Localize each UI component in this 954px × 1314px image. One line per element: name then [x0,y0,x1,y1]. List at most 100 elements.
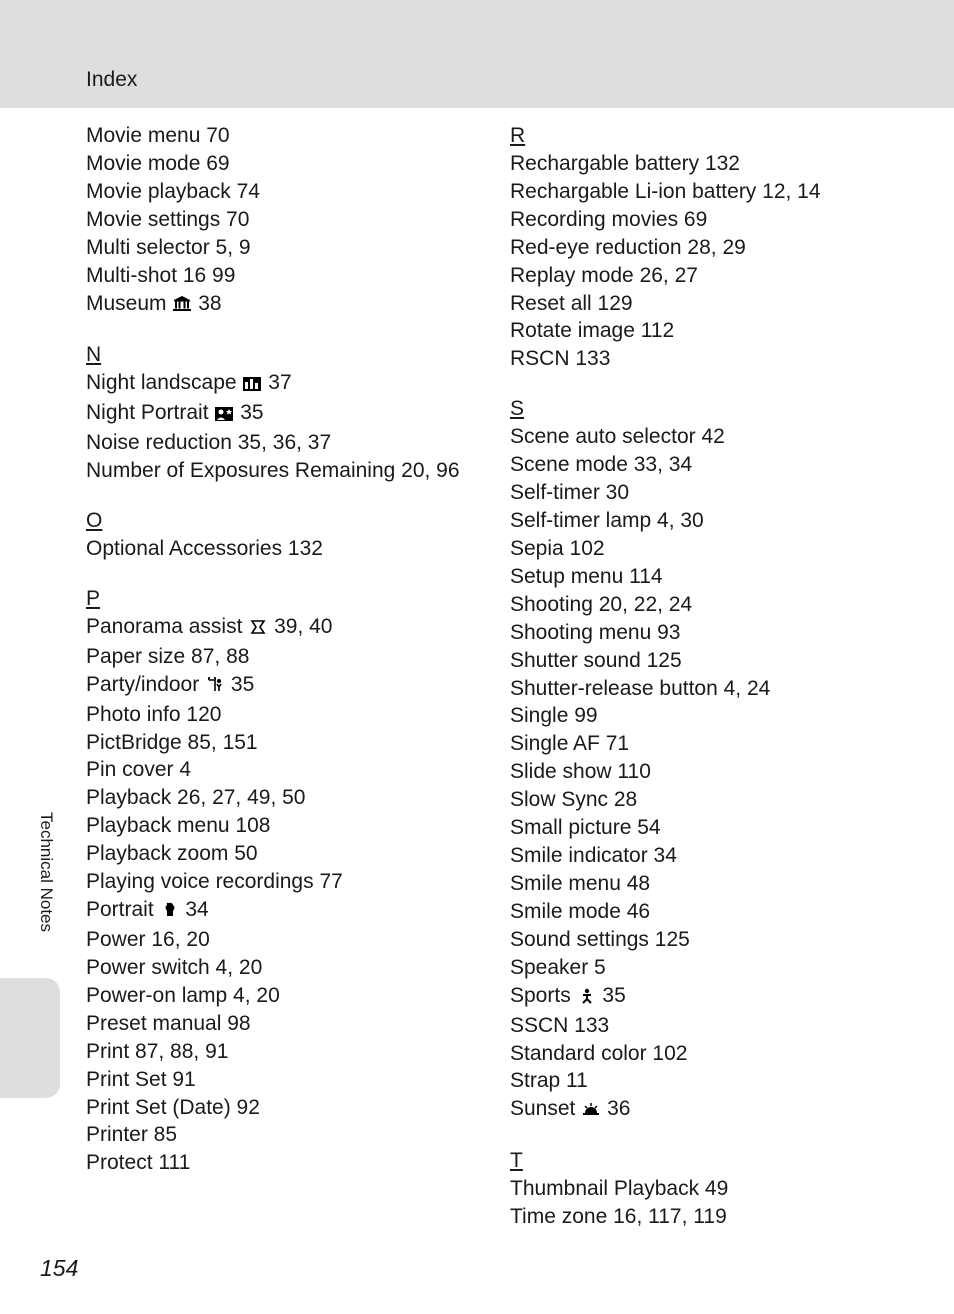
index-entry: Movie settings 70 [86,206,470,234]
index-entry: Smile indicator 34 [510,842,894,870]
section-letter: O [86,507,470,535]
entry-label: Party/indoor [86,673,199,696]
index-entry: Shooting menu 93 [510,619,894,647]
index-entry: Power switch 4, 20 [86,954,470,982]
index-entry: Scene auto selector 42 [510,423,894,451]
index-entry: Night Portrait 35 [86,399,470,429]
index-entry: Print Set (Date) 92 [86,1094,470,1122]
index-entry: Rechargable Li-ion battery 12, 14 [510,178,894,206]
sunset-icon [582,1097,600,1125]
index-entry: Red-eye reduction 28, 29 [510,234,894,262]
index-entry: Standard color 102 [510,1040,894,1068]
index-entry: Rechargable battery 132 [510,150,894,178]
entry-label: Night landscape [86,371,237,394]
index-entry: Self-timer 30 [510,479,894,507]
index-entry: Multi selector 5, 9 [86,234,470,262]
index-entry: Movie mode 69 [86,150,470,178]
section-letter: N [86,341,470,369]
index-entry: Protect 111 [86,1149,470,1177]
index-entry: Thumbnail Playback 49 [510,1175,894,1203]
index-entry: Sepia 102 [510,535,894,563]
content-area: Movie menu 70 Movie mode 69 Movie playba… [0,108,954,1314]
section-letter: P [86,585,470,613]
index-entry: Time zone 16, 117, 119 [510,1203,894,1231]
section-letter: T [510,1147,894,1175]
page-number: 154 [40,1255,78,1282]
index-columns: Movie menu 70 Movie mode 69 Movie playba… [0,108,954,1231]
portrait-icon [161,898,179,926]
index-entry: Panorama assist 39, 40 [86,613,470,643]
index-entry: Sound settings 125 [510,926,894,954]
index-entry: Recording movies 69 [510,206,894,234]
index-entry: Playback menu 108 [86,812,470,840]
index-entry: Reset all 129 [510,290,894,318]
index-entry: Slide show 110 [510,758,894,786]
entry-label: Portrait [86,898,154,921]
night-portrait-icon [215,401,233,429]
party-icon [206,673,224,701]
entry-label: Night Portrait [86,401,209,424]
night-landscape-icon [243,371,261,399]
section-letter: R [510,122,894,150]
index-entry: Scene mode 33, 34 [510,451,894,479]
index-entry: Playback zoom 50 [86,840,470,868]
index-entry: Speaker 5 [510,954,894,982]
entry-label: Museum [86,292,167,315]
entry-label: Panorama assist [86,615,242,638]
index-entry: Shutter sound 125 [510,647,894,675]
museum-icon [173,292,191,320]
index-entry: Preset manual 98 [86,1010,470,1038]
index-entry: Small picture 54 [510,814,894,842]
panorama-icon [249,615,267,643]
entry-page: 35 [602,984,625,1007]
entry-label: Sunset [510,1097,575,1120]
page: Index Movie menu 70 Movie mode 69 Movie … [0,0,954,1314]
index-entry: Rotate image 112 [510,317,894,345]
index-entry: Playback 26, 27, 49, 50 [86,784,470,812]
entry-page: 36 [607,1097,630,1120]
right-column: R Rechargable battery 132 Rechargable Li… [510,122,894,1231]
index-entry: Strap 11 [510,1067,894,1095]
left-column: Movie menu 70 Movie mode 69 Movie playba… [86,122,470,1231]
index-entry: Self-timer lamp 4, 30 [510,507,894,535]
index-entry: Party/indoor 35 [86,671,470,701]
index-entry: Printer 85 [86,1121,470,1149]
index-entry: Shutter-release button 4, 24 [510,675,894,703]
index-entry: Slow Sync 28 [510,786,894,814]
section-letter: S [510,395,894,423]
index-entry: Single 99 [510,702,894,730]
index-entry: Movie playback 74 [86,178,470,206]
index-entry: Print Set 91 [86,1066,470,1094]
entry-page: 39, 40 [274,615,332,638]
index-entry: PictBridge 85, 151 [86,729,470,757]
sports-icon [578,984,596,1012]
index-entry: Night landscape 37 [86,369,470,399]
index-entry: Sunset 36 [510,1095,894,1125]
entry-page: 38 [198,292,221,315]
index-entry: Smile mode 46 [510,898,894,926]
side-tab: Technical Notes [0,808,62,1108]
index-entry: Sports 35 [510,982,894,1012]
index-entry: Replay mode 26, 27 [510,262,894,290]
index-entry: Multi-shot 16 99 [86,262,470,290]
index-entry: Power-on lamp 4, 20 [86,982,470,1010]
entry-page: 35 [231,673,254,696]
index-entry: Movie menu 70 [86,122,470,150]
side-tab-indicator [0,978,60,1098]
index-entry: Print 87, 88, 91 [86,1038,470,1066]
index-entry: Setup menu 114 [510,563,894,591]
index-entry: Noise reduction 35, 36, 37 [86,429,470,457]
entry-label: Sports [510,984,571,1007]
index-entry: Museum 38 [86,290,470,320]
index-entry: Playing voice recordings 77 [86,868,470,896]
entry-page: 37 [268,371,291,394]
index-entry: Smile menu 48 [510,870,894,898]
index-entry: Shooting 20, 22, 24 [510,591,894,619]
entry-page: 34 [185,898,208,921]
index-entry: SSCN 133 [510,1012,894,1040]
index-entry: Power 16, 20 [86,926,470,954]
side-tab-label: Technical Notes [36,812,56,932]
index-entry: RSCN 133 [510,345,894,373]
index-entry: Portrait 34 [86,896,470,926]
index-entry: Photo info 120 [86,701,470,729]
